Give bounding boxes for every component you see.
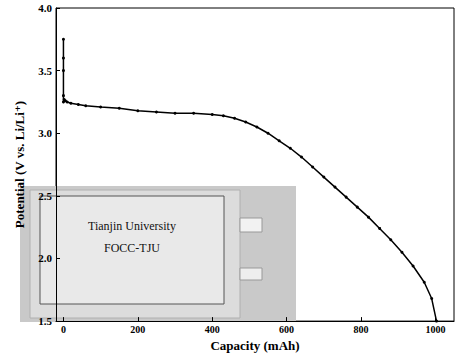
svg-text:0: 0 [61,324,66,335]
svg-text:Capacity (mAh): Capacity (mAh) [210,338,299,353]
svg-text:200: 200 [130,324,145,335]
svg-text:FOCC-TJU: FOCC-TJU [104,241,160,255]
svg-text:3.0: 3.0 [38,127,52,139]
svg-text:2.0: 2.0 [38,252,52,264]
svg-text:800: 800 [354,324,369,335]
svg-text:1.5: 1.5 [38,315,52,327]
svg-text:1000: 1000 [425,324,445,335]
svg-text:2.5: 2.5 [38,190,52,202]
svg-text:Tianjin University: Tianjin University [88,219,176,233]
svg-text:600: 600 [279,324,294,335]
svg-text:3.5: 3.5 [38,65,52,77]
svg-text:Potential (V vs. Li/Li⁺): Potential (V vs. Li/Li⁺) [12,101,27,228]
svg-text:400: 400 [205,324,220,335]
svg-text:4.0: 4.0 [38,2,52,14]
